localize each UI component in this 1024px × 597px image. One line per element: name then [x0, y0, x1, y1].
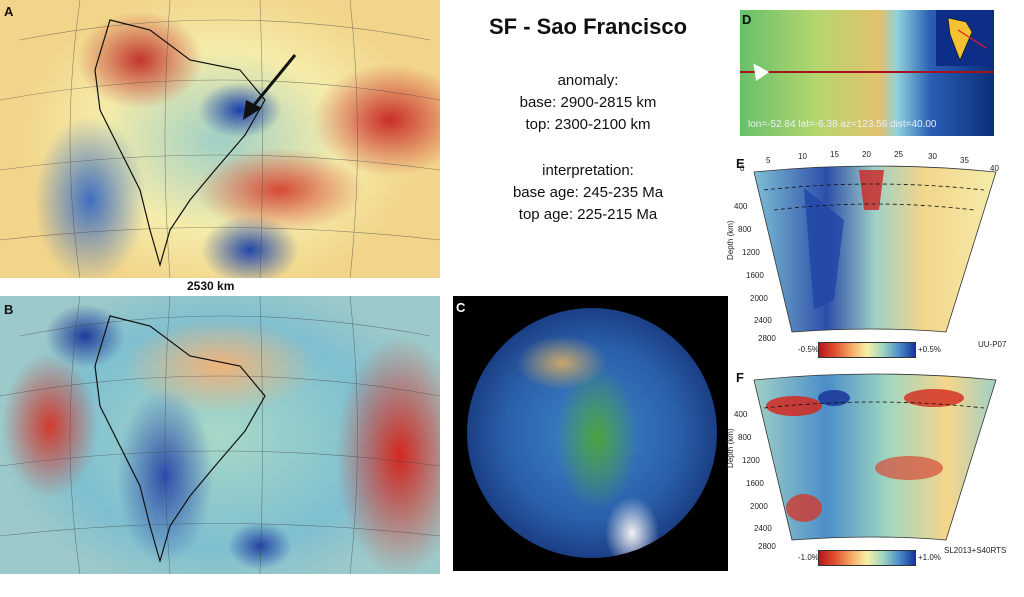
e-depth-tick: 1200	[742, 248, 760, 257]
e-depth-axis-label: Depth (km)	[726, 220, 735, 260]
profile-line	[740, 71, 994, 73]
profile-start-arrow-icon	[746, 58, 770, 82]
map-b-graticule	[0, 296, 440, 574]
panel-label-d: D	[742, 12, 752, 27]
f-depth-axis-label: Depth (km)	[726, 428, 735, 468]
e-colorbar-max: +0.5%	[918, 345, 941, 354]
panel-label-b: B	[4, 302, 14, 317]
f-depth-tick: 800	[738, 433, 752, 442]
cross-section-f: 400 800 1200 1600 2000 2400 2800 Depth (…	[726, 368, 1010, 578]
e-model-name: UU-P07	[978, 340, 1007, 349]
anomaly-heading: anomaly:	[557, 72, 619, 89]
f-colorbar-min: -1.0%	[798, 553, 819, 562]
interpretation-base-age: base age: 245-235 Ma	[512, 184, 664, 201]
e-colorbar	[818, 342, 916, 358]
f-depth-tick: 2000	[750, 502, 768, 511]
f-colorbar-max: +1.0%	[918, 553, 941, 562]
e-top-tick: 35	[960, 156, 969, 165]
globe-image	[467, 308, 717, 558]
profile-location-map: lon=-52.84 lat=-6.38 az=123.56 dist=40.0…	[740, 10, 994, 136]
interpretation-top-age: top age: 225-215 Ma	[518, 206, 658, 223]
anomaly-base: base: 2900-2815 km	[519, 94, 657, 111]
e-depth-tick: 2000	[750, 294, 768, 303]
e-top-tick: 0	[740, 164, 745, 173]
e-depth-tick: 800	[738, 225, 752, 234]
e-top-tick: 15	[830, 150, 839, 159]
e-depth-tick: 400	[734, 202, 748, 211]
e-depth-tick: 2400	[754, 316, 772, 325]
f-model-name: SL2013+S40RTS	[944, 546, 1007, 555]
e-top-tick: 30	[928, 152, 937, 161]
f-depth-tick: 1600	[746, 479, 764, 488]
e-top-tick: 20	[862, 150, 871, 159]
e-top-tick: 10	[798, 152, 807, 161]
section-f-plot	[753, 373, 997, 541]
panel-label-e: E	[736, 156, 745, 171]
f-depth-tick: 2400	[754, 524, 772, 533]
f-depth-tick: 400	[734, 410, 748, 419]
e-depth-tick: 1600	[746, 271, 764, 280]
e-depth-tick: 2800	[758, 334, 776, 343]
cross-section-e: 0 5 10 15 20 25 30 35 40 400 800 1200 16…	[726, 150, 1010, 360]
e-top-tick: 5	[766, 156, 771, 165]
globe-panel	[453, 296, 728, 571]
profile-caption: lon=-52.84 lat=-6.38 az=123.56 dist=40.0…	[748, 119, 937, 130]
panel-label-a: A	[4, 4, 14, 19]
panel-label-f: F	[736, 370, 744, 385]
location-inset-map	[936, 10, 992, 66]
f-depth-tick: 2800	[758, 542, 776, 551]
panel-label-c: C	[456, 300, 466, 315]
page-title: SF - Sao Francisco	[488, 14, 688, 39]
map-a-graticule	[0, 0, 440, 278]
f-depth-tick: 1200	[742, 456, 760, 465]
interpretation-heading: interpretation:	[542, 162, 634, 179]
e-colorbar-min: -0.5%	[798, 345, 819, 354]
scale-label: 2530 km	[187, 279, 235, 293]
e-top-tick: 40	[990, 164, 999, 173]
tomography-map-b	[0, 296, 440, 574]
f-colorbar	[818, 550, 916, 566]
anomaly-top: top: 2300-2100 km	[525, 116, 651, 133]
tomography-map-a	[0, 0, 440, 278]
e-top-tick: 25	[894, 150, 903, 159]
section-e-plot	[753, 165, 997, 333]
